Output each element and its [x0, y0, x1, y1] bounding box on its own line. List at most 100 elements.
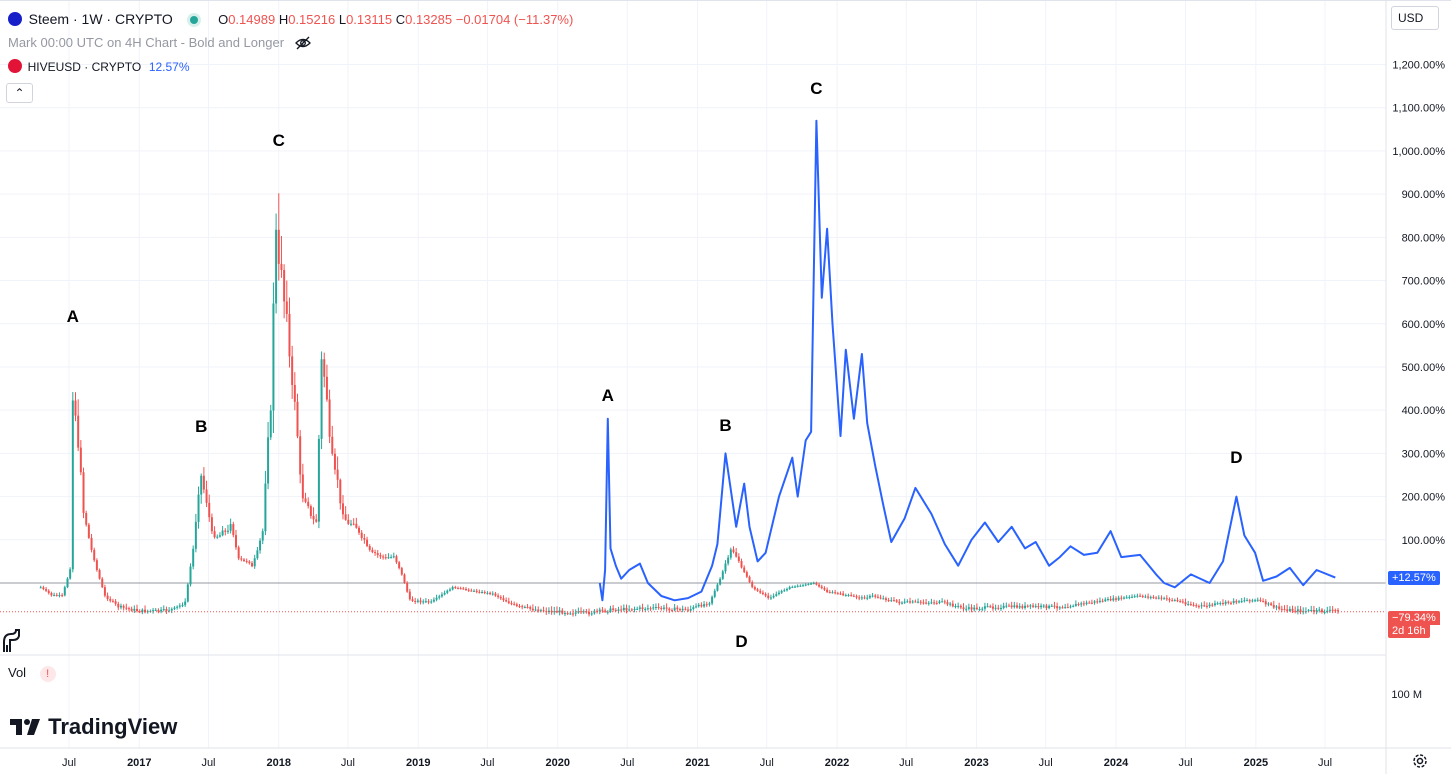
steem-candle-body — [1312, 609, 1315, 612]
currency-selector[interactable]: USD — [1391, 6, 1439, 30]
hive-last-value-badge: +12.57% — [1388, 571, 1440, 585]
steem-candle-body — [633, 608, 636, 610]
steem-candle-body — [989, 606, 992, 608]
steem-candle-body — [523, 606, 526, 608]
steem-candle-body — [1299, 609, 1302, 613]
price-change: −0.01704 (−11.37%) — [455, 12, 574, 27]
volume-legend[interactable]: Vol ! — [8, 665, 56, 682]
steem-candle-body — [478, 591, 481, 593]
steem-logo-icon — [8, 12, 22, 26]
steem-candle-body — [160, 609, 163, 612]
steem-candle-body — [1184, 602, 1187, 605]
market-status-icon[interactable] — [190, 16, 199, 24]
steem-candle-body — [424, 601, 427, 603]
steem-wave-label-d: D — [735, 632, 747, 651]
steem-candle-body — [1141, 595, 1144, 597]
x-tick-label: Jul — [62, 757, 76, 769]
volume-alert-icon[interactable]: ! — [39, 666, 56, 682]
ohlc-high: 0.15216 — [288, 12, 336, 27]
steem-candle-body — [1219, 603, 1222, 605]
x-tick-label: 2025 — [1244, 757, 1268, 769]
steem-candle-body — [1195, 605, 1198, 607]
steem-candle-body — [748, 576, 751, 583]
steem-candle-body — [448, 589, 451, 591]
steem-candle-body — [1205, 605, 1208, 607]
steem-candle-body — [98, 570, 101, 579]
hidden-eye-icon[interactable] — [294, 36, 312, 54]
steem-candle-body — [1336, 610, 1339, 612]
x-tick-label: Jul — [341, 757, 355, 769]
steem-candle-body — [1037, 606, 1040, 608]
steem-candle-body — [1144, 596, 1147, 598]
steem-candle-body — [689, 609, 692, 611]
steem-candle-body — [850, 595, 853, 597]
steem-candle-body — [783, 590, 786, 592]
x-tick-label: 2018 — [267, 757, 291, 769]
steem-candle-body — [534, 609, 537, 611]
collapse-legend-button[interactable]: ⌃ — [6, 83, 33, 103]
steem-candle-body — [922, 602, 925, 604]
steem-candle-body — [711, 596, 714, 604]
volume-label: Vol — [8, 665, 27, 680]
steem-candle-body — [288, 313, 291, 357]
steem-candle-body — [66, 578, 69, 588]
steem-candle-body — [884, 598, 887, 600]
steem-candle-body — [1197, 606, 1200, 608]
steem-candle-body — [1278, 606, 1281, 609]
steem-candle-body — [1224, 601, 1227, 604]
steem-candle-body — [612, 608, 615, 610]
steem-candle-body — [721, 571, 724, 579]
steem-candle-body — [275, 229, 278, 304]
steem-candle-body — [641, 607, 644, 610]
steem-candle-body — [85, 513, 88, 525]
steem-candle-body — [855, 596, 858, 598]
steem-candle-body — [125, 607, 128, 609]
steem-candle-body — [566, 613, 569, 615]
steem-candle-body — [529, 607, 532, 609]
steem-candle-body — [446, 590, 449, 593]
steem-candle-body — [1216, 603, 1219, 605]
steem-candle-body — [678, 609, 681, 611]
steem-candle-body — [1181, 601, 1184, 603]
steem-candle-body — [1128, 596, 1131, 598]
steem-candle-body — [1294, 610, 1297, 612]
x-tick-label: 2024 — [1104, 757, 1129, 769]
steem-candle-body — [1189, 604, 1192, 606]
steem-candle-body — [406, 583, 409, 592]
x-tick-label: Jul — [620, 757, 634, 769]
steem-candle-body — [580, 611, 583, 613]
steem-candle-body — [1243, 600, 1246, 602]
x-tick-label: Jul — [480, 757, 494, 769]
steem-candle-body — [794, 586, 797, 588]
steem-candle-body — [122, 605, 125, 608]
steem-candle-body — [1267, 603, 1270, 605]
steem-candle-body — [309, 506, 312, 516]
steem-candle-body — [248, 561, 251, 564]
steem-candle-body — [333, 453, 336, 470]
steem-candle-body — [917, 601, 920, 603]
steem-candle-body — [181, 605, 184, 607]
dino-icon[interactable] — [0, 628, 20, 658]
steem-candle-body — [967, 607, 970, 609]
indicator-legend[interactable]: Mark 00:00 UTC on 4H Chart - Bold and Lo… — [8, 35, 312, 54]
hiveusd-line-path — [598, 119, 1336, 602]
steem-candle-body — [946, 602, 949, 605]
compare-legend[interactable]: HIVEUSD · CRYPTO 12.57% — [8, 59, 190, 75]
steem-candle-body — [1291, 608, 1294, 611]
steem-candle-body — [467, 589, 470, 591]
steem-candle-body — [438, 596, 441, 598]
settings-gear-icon[interactable] — [1411, 752, 1429, 774]
hive-wave-label-d: D — [1230, 448, 1242, 467]
main-symbol[interactable]: Steem · 1W · CRYPTO — [28, 11, 173, 27]
steem-candle-body — [1061, 607, 1064, 609]
steem-candle-body — [887, 599, 890, 601]
steem-candle-body — [1021, 606, 1024, 608]
steem-candle-body — [1187, 604, 1190, 606]
steem-candle-body — [363, 537, 366, 540]
steem-candle-body — [355, 523, 358, 528]
steem-candle-body — [1058, 607, 1061, 609]
steem-candle-body — [978, 609, 981, 611]
tradingview-logo[interactable]: TradingView — [10, 713, 177, 744]
steem-candle-body — [119, 605, 122, 608]
